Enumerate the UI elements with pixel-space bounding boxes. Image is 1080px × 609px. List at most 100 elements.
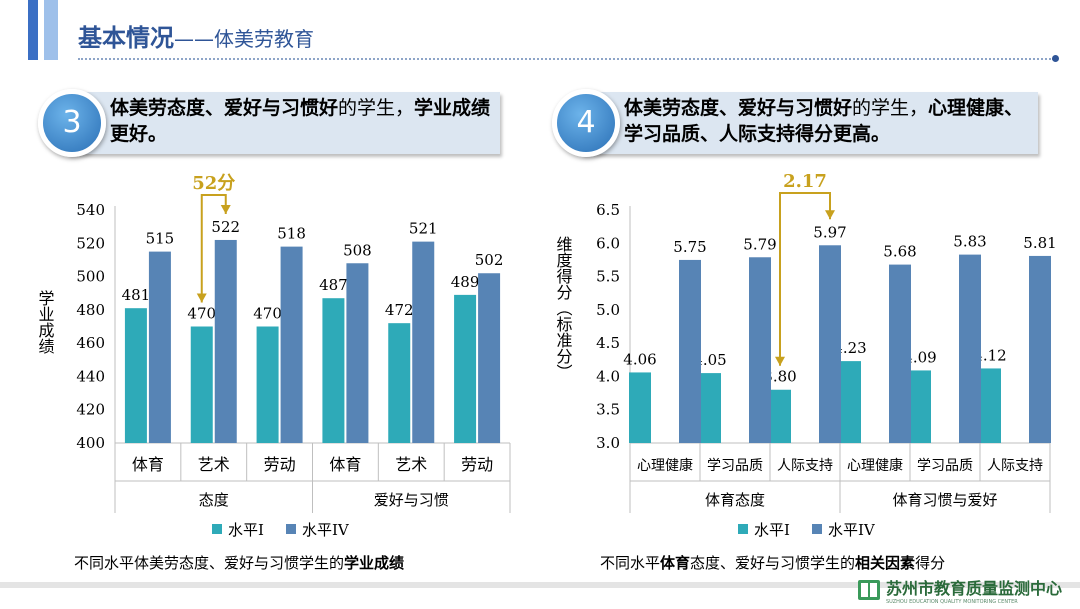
bar bbox=[909, 370, 931, 443]
legend-swatch-level4 bbox=[812, 524, 822, 534]
data-label: 4.12 bbox=[973, 346, 1006, 364]
title-subtitle: ——体美劳教育 bbox=[174, 27, 314, 51]
bar bbox=[679, 259, 701, 443]
bar bbox=[979, 368, 1001, 443]
header-accent-bar-light bbox=[44, 0, 58, 60]
bar bbox=[769, 389, 791, 443]
data-label: 470 bbox=[187, 305, 216, 323]
finding-3-text: 体美劳态度、爱好与习惯好的学生，学业成绩更好。 bbox=[110, 95, 498, 147]
bar bbox=[629, 372, 651, 443]
data-label: 5.97 bbox=[813, 223, 846, 241]
page-title: 基本情况——体美劳教育 bbox=[78, 18, 314, 53]
y-tick-label: 400 bbox=[76, 434, 105, 452]
header-divider bbox=[78, 58, 1054, 60]
category-label: 体育 bbox=[329, 455, 361, 474]
category-label: 劳动 bbox=[264, 455, 296, 474]
bar bbox=[124, 308, 147, 443]
category-label: 人际支持 bbox=[777, 458, 833, 474]
chart-related-factors: 3.0 3.5 4.0 4.5 5.0 5.5 6.0 6.5 维度得分（标准分） 4.06 4.0… bbox=[554, 171, 1057, 539]
data-label: 5.75 bbox=[673, 238, 706, 256]
bar bbox=[280, 246, 303, 443]
data-label: 3.80 bbox=[763, 368, 796, 386]
annotation-bracket bbox=[200, 194, 227, 303]
category-label: 学习品质 bbox=[917, 458, 973, 474]
data-label: 4.06 bbox=[623, 350, 656, 368]
caption-right-bold1: 体育 bbox=[660, 554, 691, 572]
finding-3-bold2: 学业成绩更好。 bbox=[110, 97, 491, 145]
legend-label: 水平I bbox=[228, 521, 264, 539]
y-tick-label: 540 bbox=[76, 201, 105, 219]
y-tick-label: 440 bbox=[76, 367, 105, 385]
caption-right: 不同水平体育态度、爱好与习惯学生的相关因素得分 bbox=[600, 552, 945, 573]
caption-left-text: 不同水平体美劳态度、爱好与习惯学生的 bbox=[74, 554, 345, 572]
y-tick-label: 520 bbox=[76, 234, 105, 252]
bar bbox=[388, 323, 411, 443]
footer-bar bbox=[0, 582, 1080, 588]
bar bbox=[214, 239, 237, 443]
data-label: 522 bbox=[211, 218, 240, 236]
y-tick-label: 420 bbox=[76, 401, 105, 419]
legend-label: 水平IV bbox=[302, 521, 350, 539]
logo-mark: 苏州市教育质量监测中心 SUZHOU EDUCATION QUALITY MON… bbox=[858, 579, 1062, 605]
header-accent-bar bbox=[28, 0, 38, 60]
finding-4-text: 体美劳态度、爱好与习惯好的学生，心理健康、学习品质、人际支持得分更高。 bbox=[624, 95, 1036, 147]
y-tick-label: 3.0 bbox=[596, 434, 620, 452]
caption-right-text3: 得分 bbox=[915, 554, 946, 572]
y-tick-label: 4.5 bbox=[596, 334, 620, 352]
y-tick-label: 6.0 bbox=[596, 234, 620, 252]
y-tick-label: 500 bbox=[76, 268, 105, 286]
logo-name: 苏州市教育质量监测中心 bbox=[886, 579, 1062, 598]
data-label: 470 bbox=[253, 305, 282, 323]
bar bbox=[959, 254, 981, 443]
finding-3-normal: 的学生， bbox=[338, 97, 415, 119]
caption-right-text1: 不同水平 bbox=[600, 554, 661, 572]
data-label: 502 bbox=[475, 251, 504, 269]
legend-label: 水平IV bbox=[828, 521, 876, 539]
category-label: 艺术 bbox=[198, 455, 230, 474]
bar bbox=[749, 257, 771, 443]
data-label: 5.81 bbox=[1023, 234, 1056, 252]
category-label: 心理健康 bbox=[847, 457, 903, 474]
data-label: 487 bbox=[319, 276, 348, 294]
annotation-label: 52分 bbox=[192, 173, 235, 194]
finding-3-number: 3 bbox=[38, 89, 106, 157]
annotation-arrowhead-right bbox=[220, 204, 231, 214]
data-label: 515 bbox=[146, 230, 175, 248]
caption-left-bold: 学业成绩 bbox=[344, 554, 405, 572]
finding-4-bold2: 心理健康、学习品质、人际支持得分更高。 bbox=[624, 97, 1024, 145]
chart-academic-scores: 400 420 440 460 480 500 520 540 学业成绩 481 470 470 487… bbox=[36, 173, 511, 539]
divider-dot bbox=[1052, 55, 1059, 62]
logo-book-page-left bbox=[861, 583, 868, 597]
bar bbox=[148, 251, 171, 443]
bar bbox=[190, 326, 213, 443]
category-label: 艺术 bbox=[395, 455, 427, 474]
finding-4-normal: 的学生， bbox=[852, 97, 929, 119]
legend-swatch-level1 bbox=[212, 524, 222, 534]
bar bbox=[1029, 255, 1051, 443]
title-main: 基本情况 bbox=[78, 24, 174, 52]
data-label: 5.68 bbox=[883, 243, 916, 261]
bar bbox=[346, 263, 369, 443]
finding-4-number: 4 bbox=[552, 89, 620, 157]
y-tick-label: 6.5 bbox=[596, 201, 620, 219]
y-tick-label: 460 bbox=[76, 334, 105, 352]
group-label: 爱好与习惯 bbox=[374, 491, 449, 509]
category-label: 劳动 bbox=[461, 455, 493, 474]
bar bbox=[699, 373, 721, 443]
data-label: 5.83 bbox=[953, 233, 986, 251]
y-axis-label: 维度得分（标准分） bbox=[554, 236, 573, 380]
finding-3-bold1: 体美劳态度、爱好与习惯好 bbox=[110, 97, 339, 119]
annotation-arrowhead-right bbox=[825, 210, 835, 220]
bar bbox=[322, 298, 345, 443]
data-label: 4.09 bbox=[903, 348, 936, 366]
bar bbox=[256, 326, 279, 443]
caption-left: 不同水平体美劳态度、爱好与习惯学生的学业成绩 bbox=[74, 552, 404, 573]
data-label: 518 bbox=[277, 225, 306, 243]
data-label: 508 bbox=[343, 241, 372, 259]
y-tick-label: 5.0 bbox=[596, 301, 620, 319]
annotation-bracket bbox=[779, 192, 831, 366]
data-label: 521 bbox=[409, 220, 438, 238]
annotation-label: 2.17 bbox=[783, 171, 827, 192]
data-label: 481 bbox=[122, 286, 151, 304]
logo-english: SUZHOU EDUCATION QUALITY MONITORING CENT… bbox=[886, 599, 1018, 605]
